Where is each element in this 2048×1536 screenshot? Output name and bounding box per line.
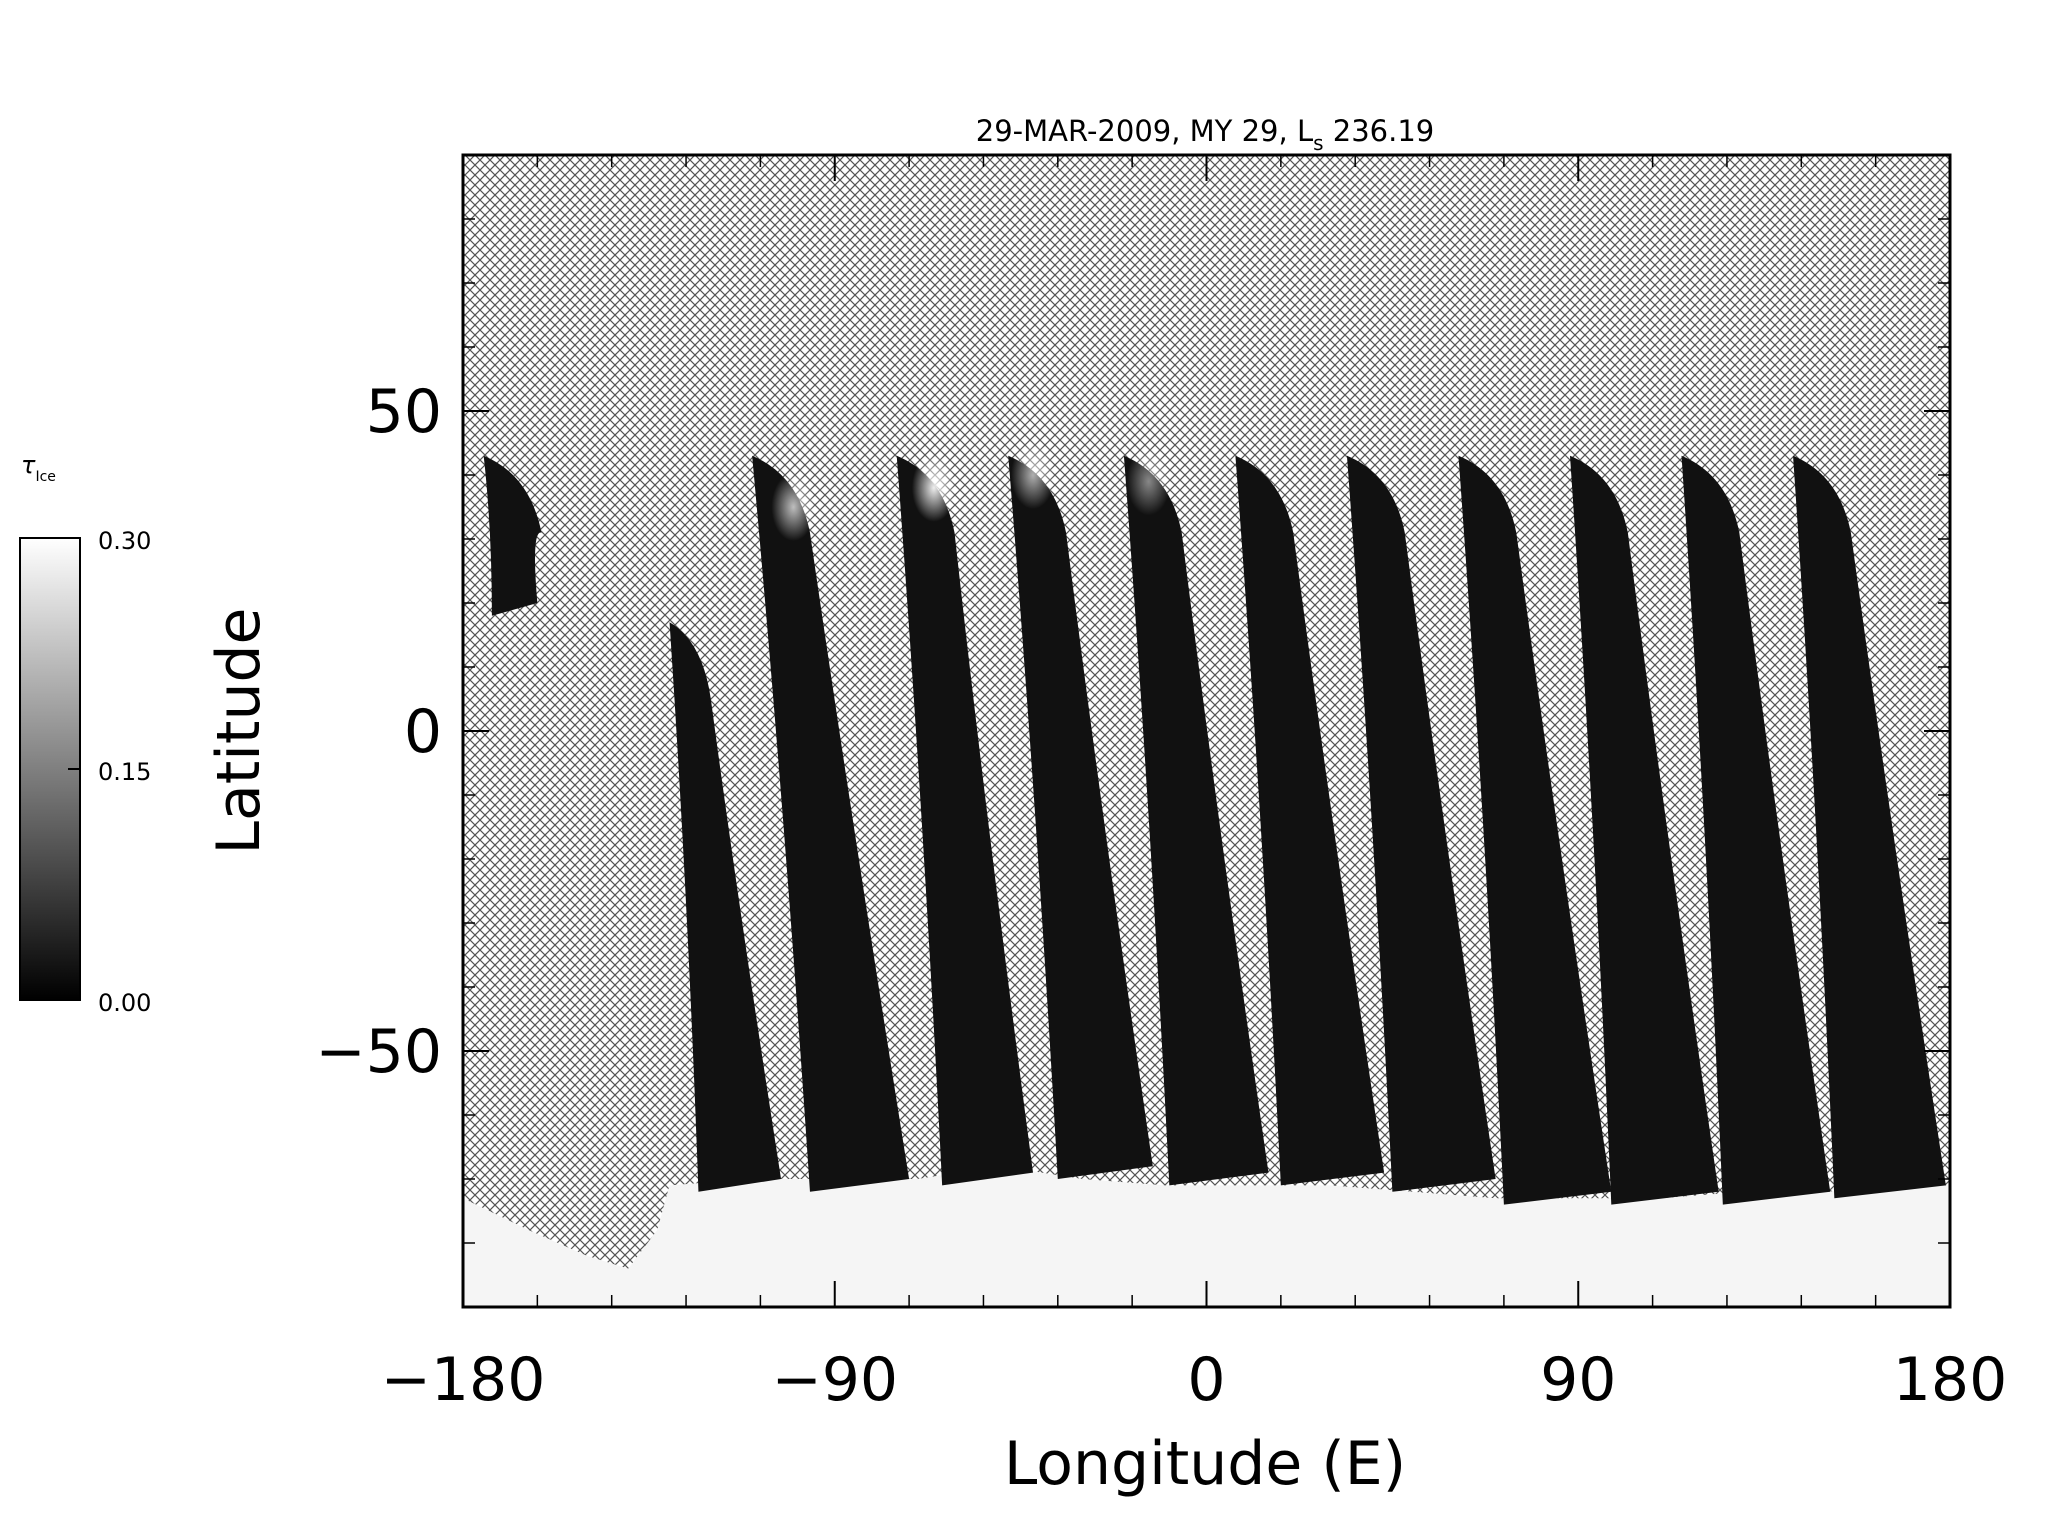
bright-patch-2	[911, 453, 956, 522]
swath-3	[752, 455, 910, 1192]
swath-11	[1681, 455, 1831, 1205]
polar-ice-region	[463, 1166, 1950, 1307]
x-tick-label-1: −90	[771, 1345, 898, 1415]
swath-8	[1346, 455, 1496, 1192]
y-axis-ticks: −50 0 50	[315, 377, 1950, 1087]
colorbar-label: τIce	[21, 451, 56, 485]
observation-swaths	[483, 455, 1946, 1205]
y-tick-label-0: −50	[315, 1017, 442, 1087]
x-axis-ticks: −180 −90 0 90 180	[381, 155, 2008, 1415]
swath-5	[1008, 455, 1153, 1179]
x-tick-label-2: 0	[1187, 1345, 1225, 1415]
high-ice-patches	[771, 441, 1171, 541]
colorbar: τIce 0.30 0.15 0.00	[19, 451, 151, 1017]
y-tick-label-1: 0	[404, 697, 442, 767]
swath-9	[1458, 455, 1612, 1205]
swath-4	[896, 455, 1034, 1186]
swath-1	[483, 455, 542, 616]
bright-patch-3	[1011, 441, 1056, 509]
x-axis-label: Longitude (E)	[1004, 1429, 1406, 1499]
bright-patch-1	[771, 473, 816, 541]
bright-patch-4	[1126, 447, 1171, 516]
swath-10	[1569, 455, 1719, 1205]
swath-2	[669, 622, 782, 1192]
swath-7	[1235, 455, 1385, 1186]
swath-6	[1123, 455, 1269, 1186]
colorbar-tick-label-top: 0.30	[98, 527, 151, 555]
chart-title: 29-MAR-2009, MY 29, Ls 236.19	[976, 114, 1434, 155]
colorbar-tick-label-bottom: 0.00	[98, 989, 151, 1017]
y-axis-label: Latitude	[204, 608, 274, 855]
colorbar-tick-label-mid: 0.15	[98, 758, 151, 786]
y-tick-label-2: 50	[366, 377, 442, 447]
swath-12	[1793, 455, 1946, 1199]
plot-area	[463, 155, 1950, 1307]
x-tick-label-3: 90	[1540, 1345, 1616, 1415]
x-tick-label-4: 180	[1893, 1345, 2008, 1415]
x-tick-label-0: −180	[381, 1345, 546, 1415]
